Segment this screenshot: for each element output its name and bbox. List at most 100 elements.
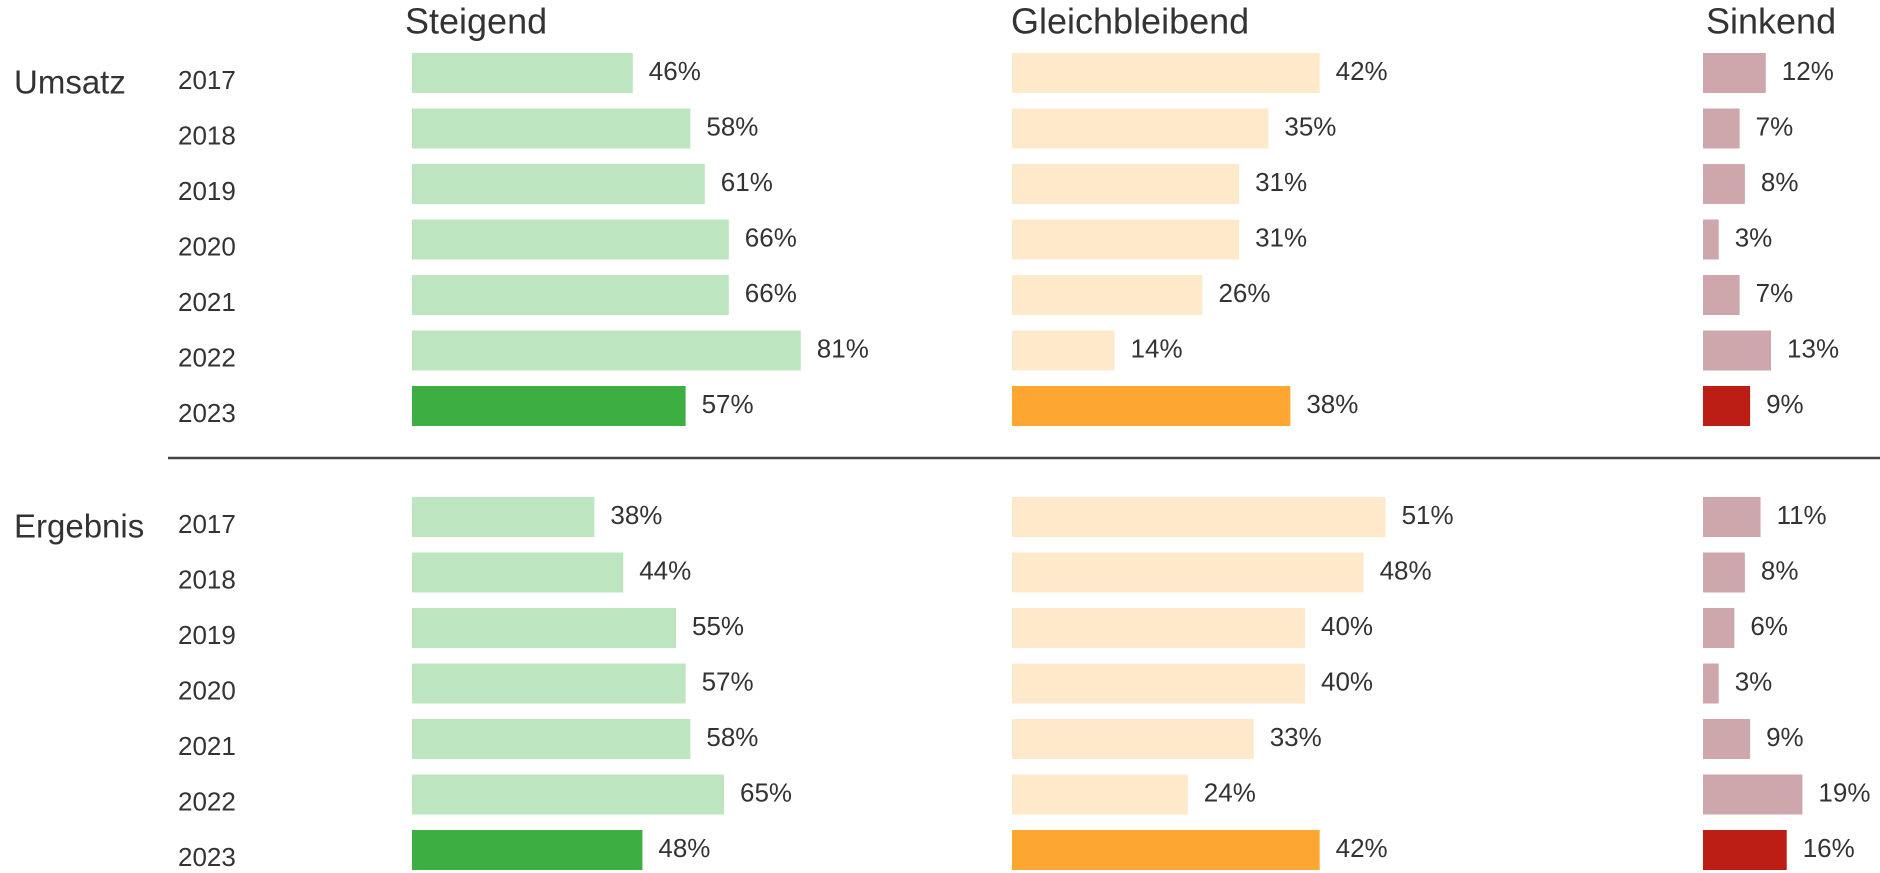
bar (412, 108, 691, 149)
year-label: 2019 (178, 176, 236, 206)
value-label: 40% (1321, 611, 1373, 641)
bar (412, 774, 724, 815)
bar (1703, 774, 1803, 815)
value-label: 57% (702, 389, 754, 419)
bar (1703, 108, 1740, 149)
value-label: 31% (1255, 167, 1307, 197)
bar (1703, 330, 1772, 371)
bar (1012, 663, 1305, 704)
bar (1703, 164, 1745, 204)
value-label: 40% (1321, 666, 1373, 696)
year-label: 2019 (178, 620, 236, 650)
bar (412, 330, 801, 371)
bar (1703, 719, 1751, 759)
value-label: 61% (721, 167, 773, 197)
value-label: 66% (745, 278, 797, 308)
bar (1012, 108, 1269, 149)
value-label: 42% (1336, 56, 1388, 86)
year-label: 2017 (178, 509, 236, 539)
value-label: 3% (1735, 666, 1773, 696)
value-label: 81% (817, 333, 869, 363)
value-label: 8% (1761, 555, 1799, 585)
bar (1012, 830, 1320, 870)
bar (1012, 552, 1364, 593)
bar (1012, 330, 1115, 371)
value-label: 48% (1380, 555, 1432, 585)
value-label: 9% (1766, 722, 1804, 752)
bar (1703, 497, 1761, 537)
value-label: 7% (1756, 111, 1794, 141)
year-label: 2023 (178, 842, 236, 872)
bar (1703, 386, 1751, 426)
bar (412, 608, 676, 648)
bar (1012, 608, 1305, 648)
value-label: 26% (1218, 278, 1270, 308)
column-header: Steigend (405, 1, 547, 42)
bar (1703, 608, 1735, 648)
bar (1703, 53, 1766, 93)
column-header: Gleichbleibend (1011, 1, 1249, 42)
bar (412, 663, 686, 704)
value-label: 7% (1756, 278, 1794, 308)
bar (1012, 275, 1203, 315)
bar (1012, 53, 1320, 93)
bar (412, 719, 691, 759)
group-label: Ergebnis (14, 508, 144, 545)
value-label: 33% (1270, 722, 1322, 752)
value-label: 14% (1131, 333, 1183, 363)
bar (412, 219, 729, 260)
bar (1703, 552, 1745, 593)
year-label: 2020 (178, 675, 236, 705)
bar (1012, 719, 1254, 759)
value-label: 13% (1787, 333, 1839, 363)
value-label: 58% (706, 111, 758, 141)
value-label: 35% (1284, 111, 1336, 141)
value-label: 6% (1750, 611, 1788, 641)
value-label: 44% (639, 555, 691, 585)
bar (412, 164, 705, 204)
value-label: 24% (1204, 777, 1256, 807)
value-label: 42% (1336, 833, 1388, 863)
value-label: 31% (1255, 222, 1307, 252)
bar (412, 497, 595, 537)
bar (1703, 275, 1740, 315)
value-label: 38% (1306, 389, 1358, 419)
value-label: 9% (1766, 389, 1804, 419)
year-label: 2018 (178, 120, 236, 150)
year-label: 2022 (178, 342, 236, 372)
bar (412, 386, 686, 426)
year-label: 2020 (178, 231, 236, 261)
value-label: 11% (1777, 500, 1827, 530)
value-label: 19% (1818, 777, 1870, 807)
value-label: 46% (649, 56, 701, 86)
bar (412, 275, 729, 315)
bar (1012, 219, 1240, 260)
bar (1012, 497, 1386, 537)
year-label: 2022 (178, 786, 236, 816)
value-label: 65% (740, 777, 792, 807)
year-label: 2021 (178, 287, 236, 317)
year-label: 2023 (178, 398, 236, 428)
value-label: 3% (1735, 222, 1773, 252)
bar (1012, 386, 1291, 426)
bar (1703, 830, 1787, 870)
value-label: 55% (692, 611, 744, 641)
value-label: 48% (658, 833, 710, 863)
year-label: 2021 (178, 731, 236, 761)
value-label: 51% (1402, 500, 1454, 530)
value-label: 57% (702, 666, 754, 696)
group-label: Umsatz (14, 64, 126, 101)
year-label: 2017 (178, 65, 236, 95)
value-label: 66% (745, 222, 797, 252)
value-label: 8% (1761, 167, 1799, 197)
year-label: 2018 (178, 564, 236, 594)
value-label: 16% (1803, 833, 1855, 863)
column-header: Sinkend (1706, 1, 1836, 42)
bar (412, 830, 643, 870)
value-label: 12% (1782, 56, 1834, 86)
bar (1012, 774, 1188, 815)
bar (1703, 663, 1719, 704)
bar (412, 53, 633, 93)
